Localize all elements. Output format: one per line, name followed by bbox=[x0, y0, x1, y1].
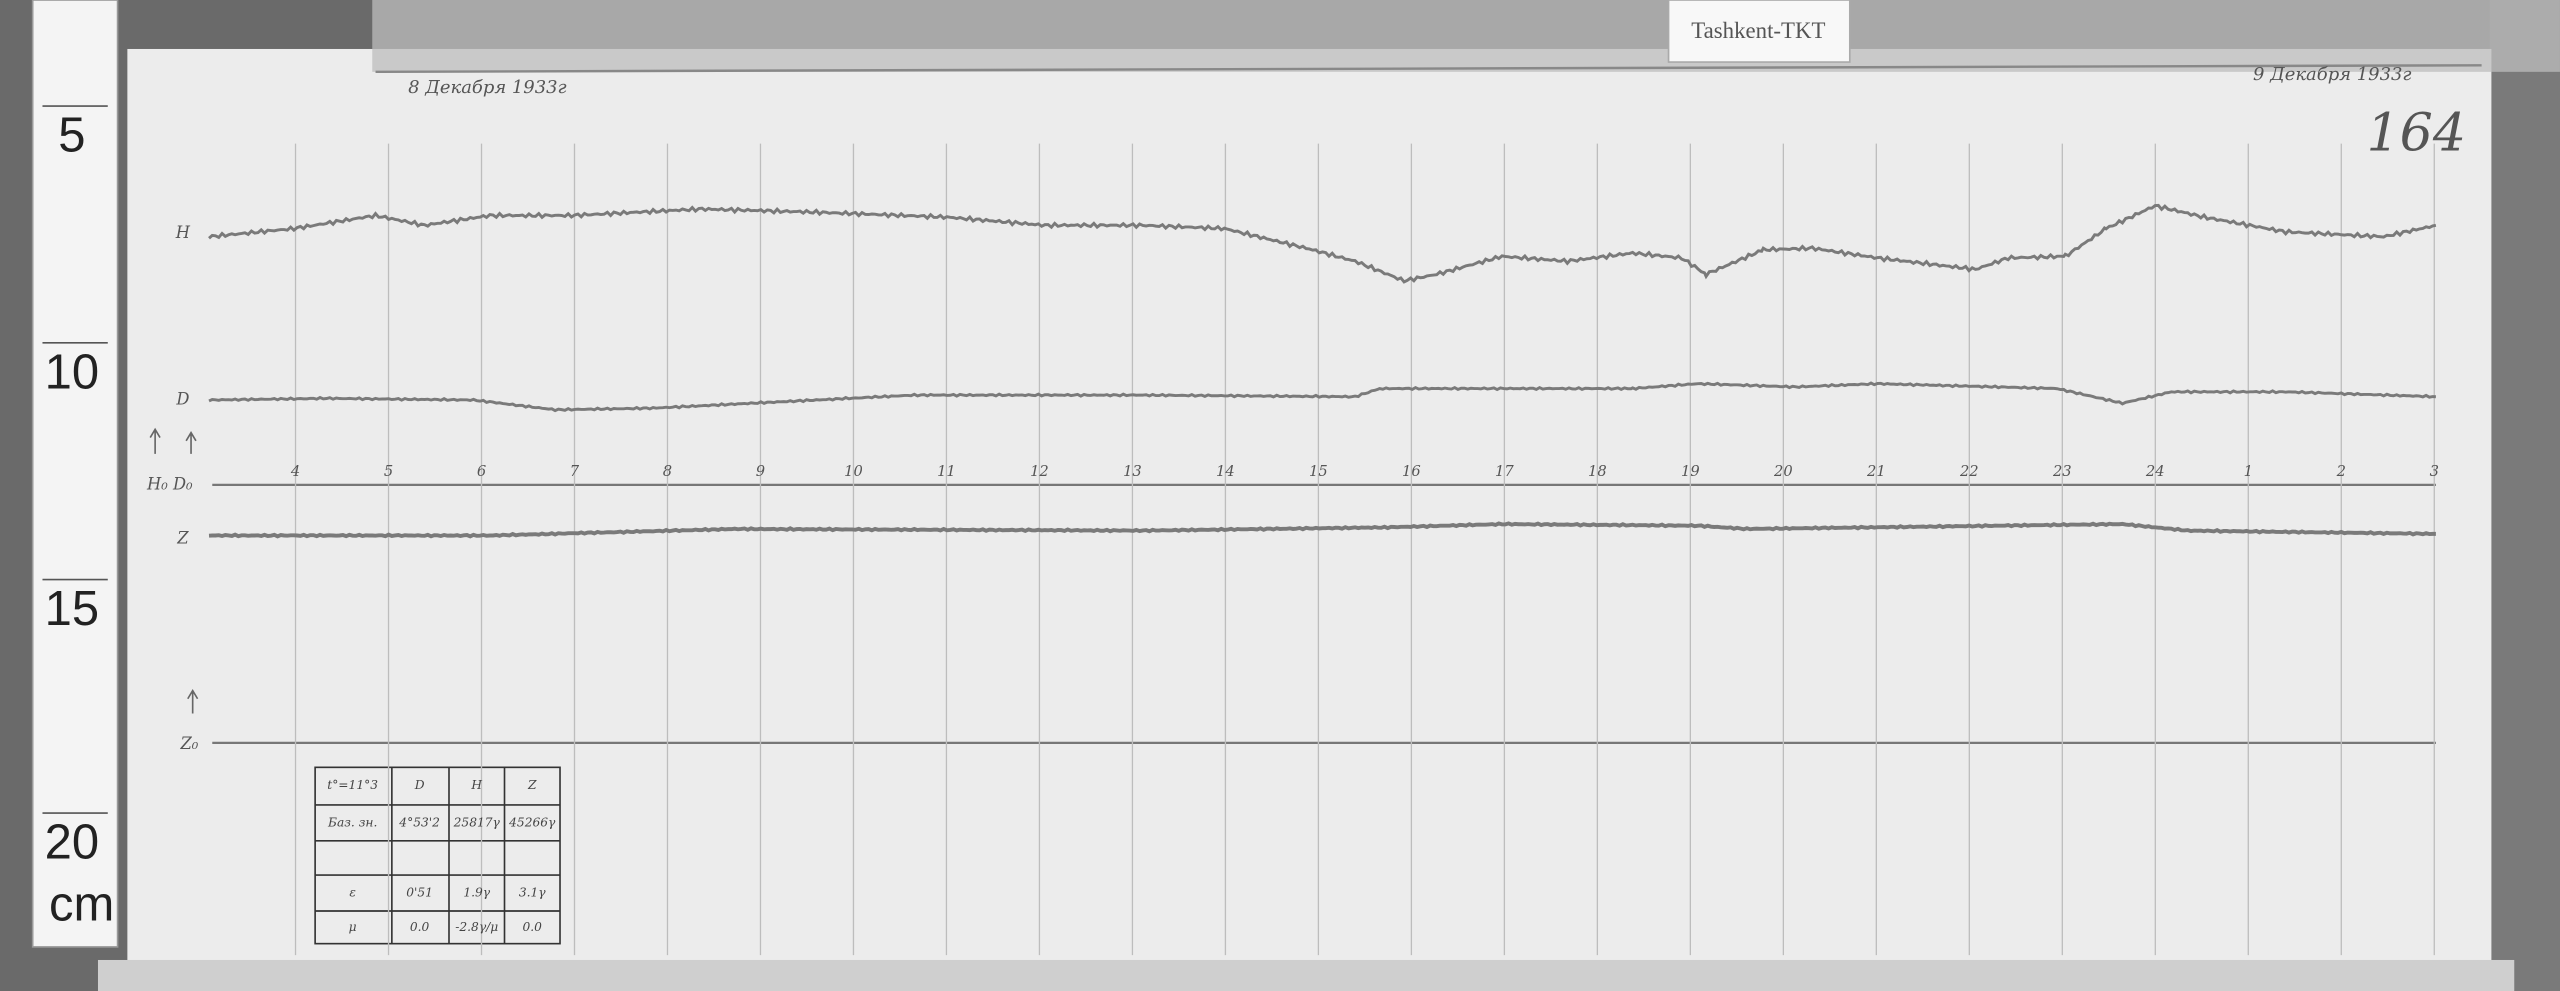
table-cell: Z bbox=[527, 778, 537, 792]
ruler-label: 20 bbox=[45, 816, 99, 870]
ruler-label: 10 bbox=[45, 345, 99, 399]
paper-bottom bbox=[97, 959, 2515, 991]
trace bbox=[208, 521, 2436, 539]
trace-label: Z₀ bbox=[179, 734, 198, 753]
table-cell: H bbox=[470, 778, 482, 792]
board-edge bbox=[2489, 0, 2560, 991]
table-cell: 0.0 bbox=[523, 920, 543, 934]
tag-card bbox=[1667, 0, 1851, 63]
hour-label: 20 bbox=[1773, 463, 1793, 480]
table-cell: -2.8γ/μ bbox=[455, 920, 498, 934]
table-cell: μ bbox=[349, 920, 357, 934]
hour-label: 8 bbox=[663, 463, 672, 480]
trace bbox=[208, 203, 2437, 284]
hour-label: 17 bbox=[1495, 463, 1514, 480]
hour-label: 6 bbox=[477, 463, 486, 480]
hour-label: 10 bbox=[844, 463, 863, 480]
trace-label: Z bbox=[176, 528, 189, 547]
hour-label: 14 bbox=[1216, 463, 1235, 480]
table-cell: Баз. зн. bbox=[327, 815, 377, 829]
trace-label: D bbox=[175, 389, 189, 408]
hour-label: 23 bbox=[2052, 463, 2072, 480]
table-cell: 3.1γ bbox=[519, 886, 546, 900]
ruler-label: 5 bbox=[58, 109, 85, 163]
hour-label: 9 bbox=[756, 463, 765, 480]
table-frame bbox=[314, 766, 561, 945]
hour-label: 12 bbox=[1030, 463, 1049, 480]
hour-label: 15 bbox=[1309, 463, 1328, 480]
date-start: 8 Декабря 1933г bbox=[408, 77, 566, 98]
table-cell: ε bbox=[349, 886, 356, 900]
ruler bbox=[31, 0, 119, 948]
trace-label: H bbox=[175, 223, 191, 242]
hour-label: 11 bbox=[937, 463, 956, 480]
plastic-strip bbox=[372, 0, 2560, 72]
hour-label: 19 bbox=[1681, 463, 1700, 480]
table-cell: D bbox=[414, 778, 425, 792]
table-cell: 0'51 bbox=[406, 886, 433, 900]
table-cell: 1.9γ bbox=[463, 886, 490, 900]
ruler-ticks: 5 10 15 20 cm bbox=[42, 105, 114, 932]
hour-label: 2 bbox=[2336, 463, 2346, 480]
ruler-label: 15 bbox=[45, 582, 99, 636]
date-end: 9 Декабря 1933г bbox=[2253, 64, 2411, 85]
table-cell: 4°53'2 bbox=[398, 815, 440, 829]
hour-label: 24 bbox=[2145, 463, 2165, 480]
hour-label: 3 bbox=[2430, 463, 2439, 480]
hour-label: 18 bbox=[1588, 463, 1607, 480]
hour-label: 7 bbox=[570, 463, 580, 480]
hour-label: 4 bbox=[290, 463, 300, 480]
hour-label: 22 bbox=[1959, 463, 1979, 480]
hour-label: 5 bbox=[384, 463, 393, 480]
ruler-unit: cm bbox=[49, 878, 114, 932]
hour-label: 13 bbox=[1123, 463, 1142, 480]
station-tag: Tashkent-TKT bbox=[1691, 18, 1825, 43]
hour-label: 21 bbox=[1866, 463, 1886, 480]
paper bbox=[127, 48, 2492, 967]
sheet-number: 164 bbox=[2366, 104, 2466, 164]
strip-edge bbox=[375, 64, 2482, 74]
trace bbox=[208, 381, 2436, 413]
trace-label: H₀ D₀ bbox=[146, 474, 193, 493]
arrows bbox=[149, 427, 199, 714]
table-cell: t°=11°3 bbox=[327, 778, 378, 792]
hour-label: 16 bbox=[1402, 463, 1421, 480]
table-cell: 0.0 bbox=[410, 920, 430, 934]
table-cell: 45266γ bbox=[508, 815, 556, 829]
table-cell: 25817γ bbox=[453, 815, 501, 829]
hour-label: 1 bbox=[2244, 463, 2253, 480]
